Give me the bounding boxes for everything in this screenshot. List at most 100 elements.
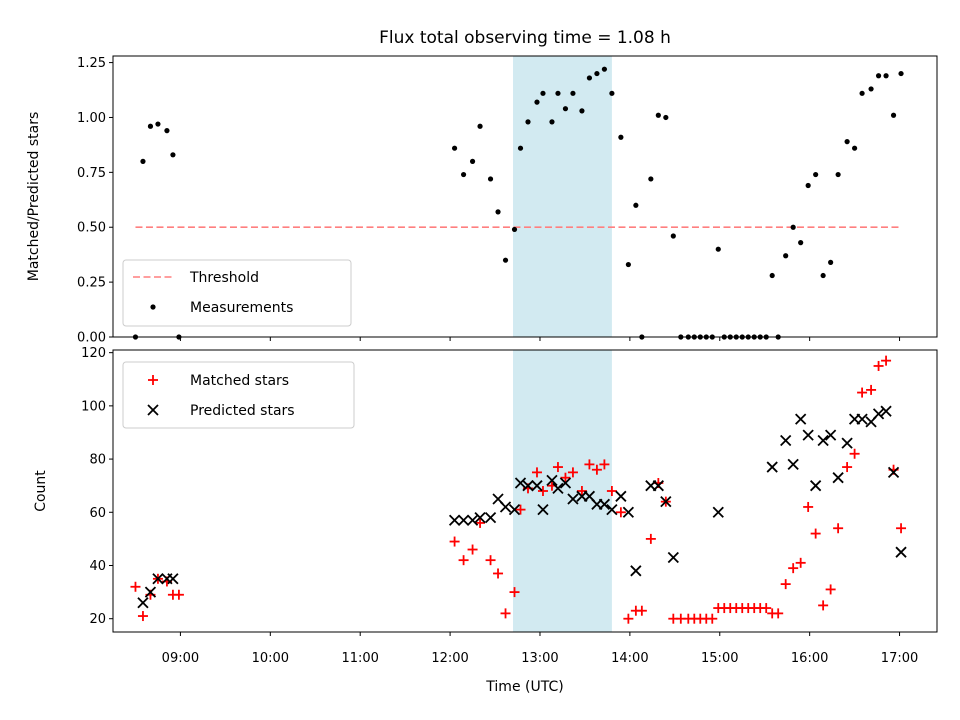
measurement-point <box>170 152 176 158</box>
matched-star-point <box>475 517 486 528</box>
matched-star-point <box>458 555 469 566</box>
measurement-point <box>477 123 483 129</box>
predicted-star-point <box>824 429 837 441</box>
matched-star-point <box>818 600 829 611</box>
matched-star-point <box>857 387 868 398</box>
measurement-point <box>790 224 796 230</box>
measurement-point <box>859 90 865 96</box>
predicted-star-point <box>841 437 853 449</box>
predicted-star-point <box>466 514 479 526</box>
measurement-point <box>813 171 819 178</box>
y-tick-label: 60 <box>89 506 106 521</box>
measurement-point <box>835 171 841 178</box>
predicted-star-point <box>474 511 486 524</box>
matched-star-point <box>873 360 884 371</box>
predicted-star-point <box>567 493 579 505</box>
matched-star-point <box>866 384 877 395</box>
x-tick-label: 15:00 <box>701 651 738 666</box>
predicted-star-point <box>887 466 900 479</box>
predicted-star-point <box>457 514 470 526</box>
matched-star-point <box>531 467 542 478</box>
chart-title: Flux total observing time = 1.08 h <box>379 28 671 48</box>
matched-star-point <box>810 528 821 539</box>
matched-star-point <box>130 581 141 592</box>
predicted-star-point <box>787 458 799 471</box>
predicted-star-point <box>546 474 558 486</box>
matched-star-point <box>552 462 563 473</box>
measurement-points <box>132 66 904 340</box>
matched-star-point <box>485 555 496 566</box>
x-tick-label: 10:00 <box>252 651 289 666</box>
matched-star-point <box>449 536 460 547</box>
predicted-star-point <box>622 506 635 518</box>
matched-star-point <box>825 584 836 595</box>
measurement-point <box>495 209 501 215</box>
matched-star-point <box>606 486 617 496</box>
predicted-star-point <box>152 573 164 585</box>
ratio-legend-box <box>122 259 352 327</box>
matched-star-point <box>509 587 520 598</box>
y-tick-label: 80 <box>89 453 106 468</box>
legend-predicted-label: Predicted stars <box>190 403 295 419</box>
matched-star-point <box>761 603 772 614</box>
measurement-point <box>868 86 874 92</box>
predicted-star-point <box>880 405 892 417</box>
measurement-point <box>805 182 811 189</box>
predicted-star-point <box>522 480 534 492</box>
matched-star-point <box>515 504 526 515</box>
count-plot-frame <box>112 349 938 633</box>
measurement-point <box>883 73 889 79</box>
measurement-point <box>648 176 654 182</box>
matched-star-point <box>467 544 478 555</box>
measurement-point <box>625 261 631 268</box>
measurement-point <box>844 139 850 145</box>
matched-star-point <box>584 459 595 470</box>
legend-matched-marker <box>148 375 158 385</box>
measurement-point <box>155 121 161 127</box>
y-tick-label: 40 <box>89 559 106 574</box>
measurement-point <box>898 70 904 77</box>
measurement-point <box>164 128 170 134</box>
ratio-plot-frame <box>112 55 938 338</box>
matched-star-point <box>591 464 602 475</box>
matched-star-point <box>636 605 647 616</box>
predicted-star-point <box>615 490 627 502</box>
matched-star-point <box>881 355 892 366</box>
measurement-point <box>147 123 154 129</box>
predicted-star-point <box>795 413 807 425</box>
count-legend: Matched stars Predicted stars <box>122 361 355 429</box>
predicted-star-point <box>856 413 868 425</box>
measurement-point <box>609 90 615 96</box>
measurement-point <box>890 112 897 118</box>
measurement-point <box>487 176 494 182</box>
ratio-y-axis-label: Matched/Predicted stars <box>26 112 42 282</box>
measurement-point <box>715 246 721 252</box>
measurement-point <box>579 108 585 114</box>
predicted-star-point <box>144 586 157 598</box>
count-y-axis-label: Count <box>33 470 49 512</box>
y-tick-label: 0.25 <box>77 276 106 291</box>
measurement-point <box>469 158 476 164</box>
matched-star-point <box>803 501 814 512</box>
legend-matched-symbol <box>148 375 158 385</box>
matched-star-point <box>173 589 184 600</box>
measurement-point <box>670 233 676 239</box>
matched-star-point <box>795 557 806 568</box>
observing-window-span <box>513 350 612 632</box>
predicted-star-point <box>448 514 461 526</box>
legend-measurements-symbol <box>150 304 156 310</box>
measurement-point <box>783 253 789 259</box>
x-tick-label: 16:00 <box>791 651 828 666</box>
matched-star-point <box>599 459 610 470</box>
measurement-point <box>460 171 467 178</box>
x-tick-label: 11:00 <box>341 651 378 666</box>
measurement-point <box>594 70 600 77</box>
ratio-legend: Threshold Measurements <box>122 259 352 327</box>
matched-star-point <box>842 462 853 473</box>
measurement-point <box>852 145 858 151</box>
predicted-star-point <box>712 506 724 518</box>
predicted-star-point <box>660 496 672 508</box>
count-y-ticks: 20 40 60 80 100 120 <box>81 346 113 627</box>
predicted-star-point <box>559 477 572 489</box>
measurement-point <box>549 119 555 125</box>
